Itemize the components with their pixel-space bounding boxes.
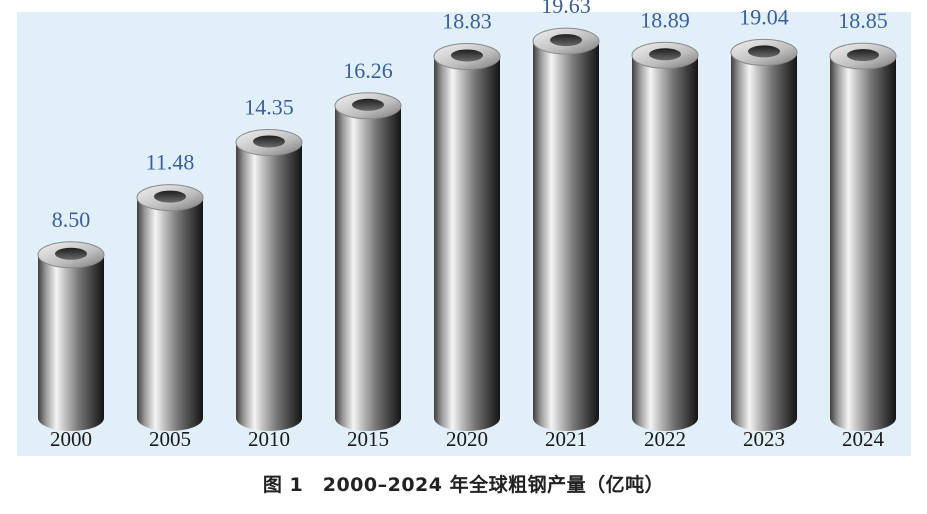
bar-value-label: 19.04	[739, 4, 789, 29]
x-tick-label: 2024	[842, 427, 885, 451]
x-axis-tick-labels: 2000 2005 2010 2015 2020 2021 2022 2023 2024	[50, 427, 885, 451]
bar-value-label: 18.83	[442, 8, 492, 33]
bar-hole	[55, 247, 87, 260]
bar-body	[830, 56, 896, 419]
bar-body	[434, 56, 500, 419]
bar-base	[830, 405, 896, 431]
x-tick-label: 2022	[644, 427, 686, 451]
bar-value-label: 18.89	[640, 7, 690, 32]
bar-value-label: 11.48	[146, 150, 195, 175]
bar-base	[335, 405, 401, 431]
value-label-group: 8.50 11.48 14.35 16.26 18.83 19.63 18.89 19.04 1…	[52, 0, 888, 232]
x-tick-label: 2023	[743, 427, 785, 451]
x-tick-label: 2015	[347, 427, 389, 451]
bar-base	[236, 405, 302, 431]
bar	[829, 42, 897, 431]
bar	[136, 184, 204, 431]
bar-value-label: 8.50	[52, 207, 91, 232]
bar-hole	[649, 48, 681, 61]
bar-value-label: 16.26	[343, 58, 393, 83]
bar-value-label: 18.85	[838, 8, 888, 33]
bar-body	[632, 55, 698, 418]
bar-base	[137, 405, 203, 431]
bar-body	[533, 41, 599, 418]
bar	[433, 42, 501, 431]
bar-base	[533, 405, 599, 431]
x-tick-label: 2005	[149, 427, 191, 451]
bar-body	[137, 197, 203, 418]
x-tick-label: 2020	[446, 427, 488, 451]
bar-hole	[748, 45, 780, 58]
bar-hole	[847, 49, 879, 62]
bar-hole	[550, 34, 582, 47]
bar-base	[731, 405, 797, 431]
bar-hole	[352, 98, 384, 111]
bar	[532, 27, 600, 431]
bar-body	[38, 254, 104, 418]
figure-caption: 图 1 2000–2024 年全球粗钢产量（亿吨）	[262, 474, 665, 496]
bar-hole	[451, 49, 483, 62]
bar-base	[434, 405, 500, 431]
bar-value-label: 14.35	[244, 94, 294, 119]
bar-group	[37, 27, 897, 431]
x-tick-label: 2010	[248, 427, 290, 451]
x-tick-label: 2000	[50, 427, 92, 451]
bar-hole	[154, 190, 186, 203]
bar	[730, 38, 798, 431]
bar-hole	[253, 135, 285, 148]
x-tick-label: 2021	[545, 427, 587, 451]
bar-body	[335, 105, 401, 419]
bar-body	[236, 142, 302, 419]
bar	[37, 241, 105, 431]
bar	[334, 92, 402, 431]
bar-base	[38, 405, 104, 431]
bar-body	[731, 52, 797, 418]
bar	[631, 41, 699, 431]
bar-base	[632, 405, 698, 431]
bar	[235, 128, 303, 431]
bar-value-label: 19.63	[541, 0, 591, 18]
